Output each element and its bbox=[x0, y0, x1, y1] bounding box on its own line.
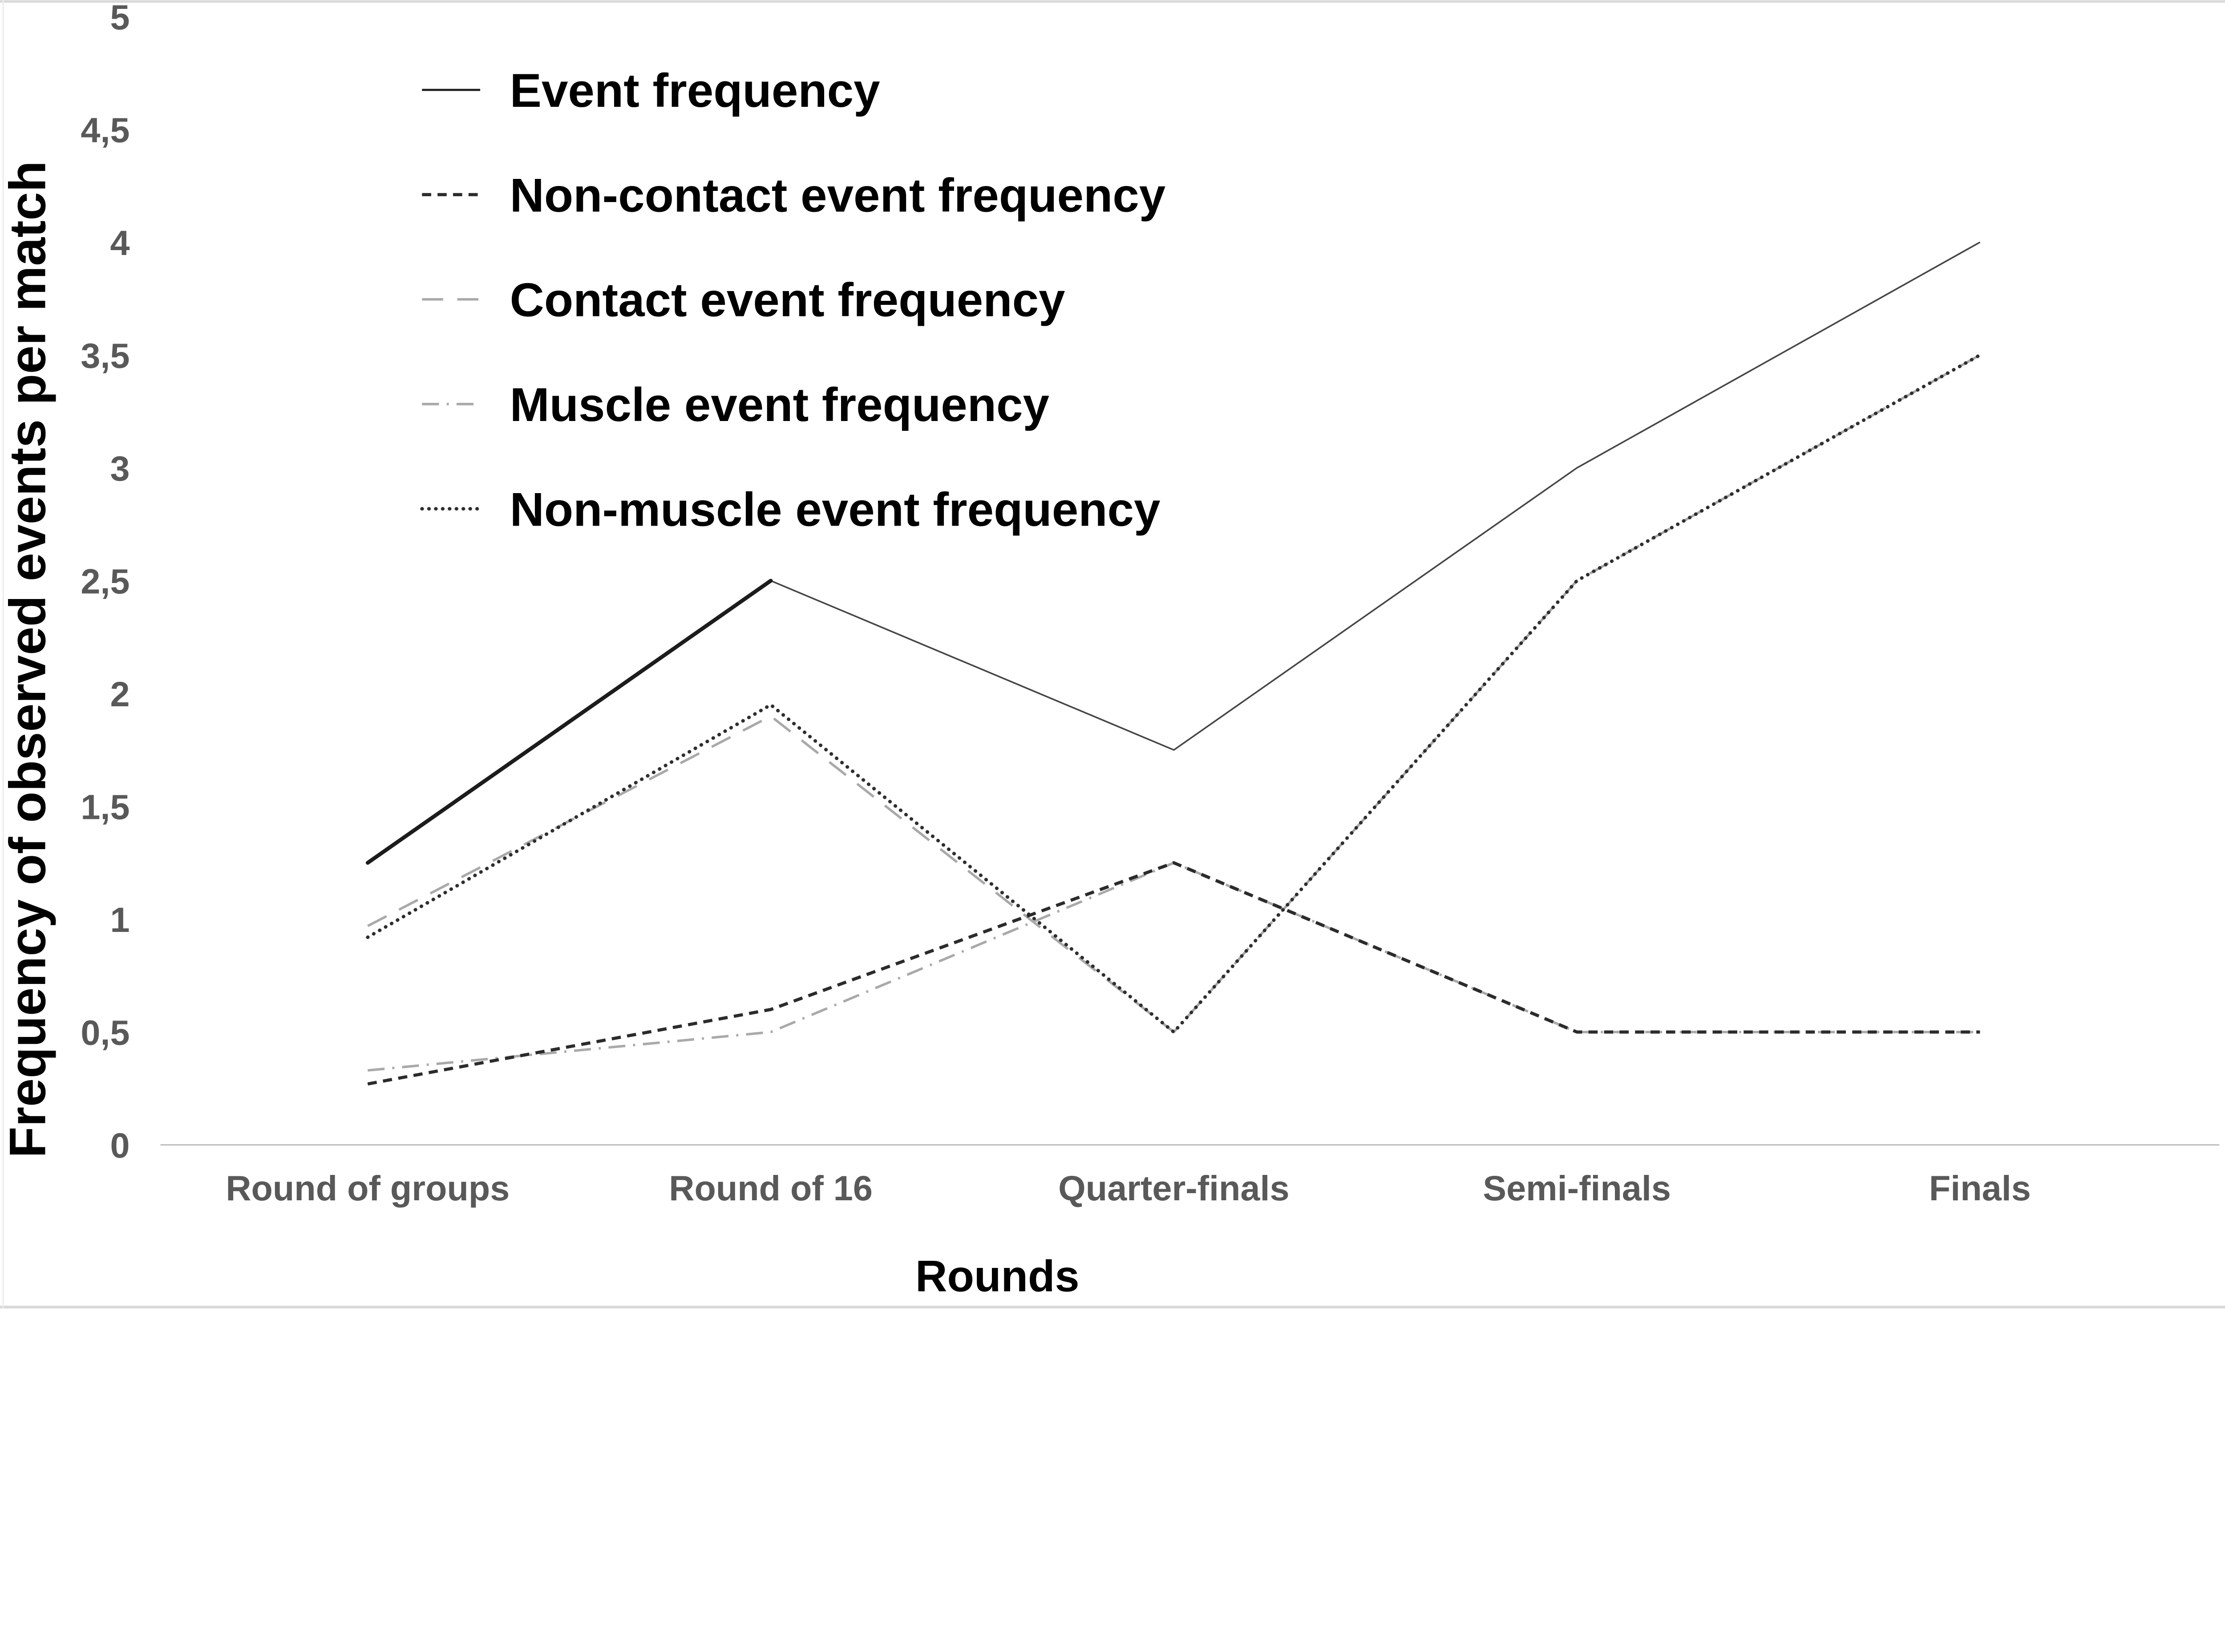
y-tick-label-1-5: 1,5 bbox=[81, 787, 129, 826]
legend-label-non-contact-event-frequency: Non-contact event frequency bbox=[510, 168, 1166, 222]
y-axis-tick-labels: 0 0,5 1 1,5 2 2,5 3 3,5 4 4,5 5 bbox=[81, 0, 129, 1165]
chart-canvas: 00,511,522,533,544,55 Round of groups Rou… bbox=[0, 0, 2225, 1309]
y-tick-label-0-5: 0,5 bbox=[81, 1012, 129, 1052]
legend-item-non-muscle-event-frequency: Non-muscle event frequency bbox=[420, 482, 1161, 536]
legend-item-muscle-event-frequency: Muscle event frequency bbox=[422, 378, 1049, 431]
y-tick-label-1: 1 bbox=[110, 900, 129, 939]
y-tick-label-4: 4 bbox=[110, 223, 129, 263]
x-axis-title: Rounds bbox=[915, 1251, 1080, 1300]
series-line-non-muscle-event-frequency bbox=[366, 353, 1982, 1035]
y-axis-title: Frequency of observed events per match bbox=[0, 161, 56, 1158]
legend-label-non-muscle-event-frequency: Non-muscle event frequency bbox=[510, 482, 1161, 536]
x-category-label-semi-finals: Semi-finals bbox=[1483, 1168, 1671, 1208]
y-tick-label-2-5: 2,5 bbox=[81, 561, 129, 601]
y-tick-label-0: 0 bbox=[110, 1126, 129, 1165]
x-category-label-round-of-groups: Round of groups bbox=[226, 1168, 510, 1208]
series-line-muscle-event-frequency bbox=[368, 861, 1980, 1072]
series-line-event-frequency bbox=[367, 241, 1981, 864]
legend: Event frequency Non-contact event frequen… bbox=[420, 64, 1165, 536]
y-tick-label-3: 3 bbox=[110, 449, 129, 488]
legend-label-contact-event-frequency: Contact event frequency bbox=[510, 273, 1065, 327]
legend-item-contact-event-frequency: Contact event frequency bbox=[422, 273, 1065, 327]
data-series-lines bbox=[365, 241, 1982, 1086]
y-tick-label-4-5: 4,5 bbox=[81, 110, 129, 150]
x-category-label-quarter-finals: Quarter-finals bbox=[1058, 1168, 1289, 1208]
legend-label-event-frequency: Event frequency bbox=[510, 64, 880, 117]
x-category-label-round-of-16: Round of 16 bbox=[669, 1168, 873, 1208]
x-axis-category-labels: Round of groups Round of 16 Quarter-finals… bbox=[226, 1168, 2031, 1208]
line-chart-figure: 0 0,5 1 1,5 2 2,5 3 3,5 4 4,5 5 Round of groups Rou… bbox=[0, 0, 2225, 1309]
legend-item-non-contact-event-frequency: Non-contact event frequency bbox=[422, 168, 1165, 222]
legend-item-event-frequency: Event frequency bbox=[422, 64, 880, 117]
y-tick-label-3-5: 3,5 bbox=[81, 336, 129, 375]
y-tick-label-2: 2 bbox=[110, 674, 129, 714]
x-category-label-finals: Finals bbox=[1929, 1168, 2031, 1208]
y-tick-label-5: 5 bbox=[110, 0, 129, 37]
series-line-non-contact-event-frequency bbox=[367, 861, 1980, 1086]
legend-label-muscle-event-frequency: Muscle event frequency bbox=[510, 378, 1049, 431]
series-line-event-frequency-bold-segment bbox=[365, 579, 773, 865]
